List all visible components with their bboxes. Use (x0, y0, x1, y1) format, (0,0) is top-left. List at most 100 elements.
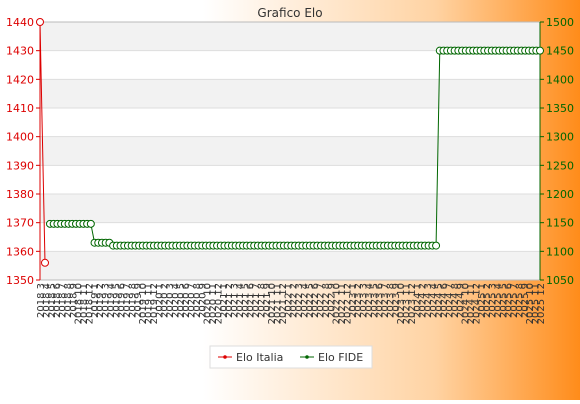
left-axis-tick-label: 1420 (6, 73, 34, 86)
x-axis-tick-label: 2018 9 (68, 283, 79, 318)
x-axis-tick-label: 2024 7 (445, 283, 456, 318)
x-axis-tick-label: 2023 11 (402, 283, 413, 324)
x-axis-tick-label: 2025 7 (509, 283, 520, 318)
series-point (536, 46, 544, 55)
chart-legend: Elo Italia Elo FIDE (209, 345, 373, 369)
x-axis-tick-label: 2020 4 (170, 283, 181, 318)
x-axis-tick-label: 2018 6 (52, 283, 63, 318)
x-axis-tick-label: 2019 12 (149, 283, 160, 324)
series-point (41, 258, 49, 267)
x-axis-tick-label: 2025 12 (536, 283, 547, 324)
x-axis-tick-label: 2025 9 (520, 283, 531, 318)
right-axis-tick-label: 1300 (546, 131, 574, 144)
x-axis-tick-label: 2024 12 (471, 283, 482, 324)
x-axis-tick-label: 2019 11 (144, 283, 155, 324)
right-axis-tick-label: 1250 (546, 159, 574, 172)
x-axis-tick-label: 2019 4 (106, 283, 117, 318)
x-axis-tick-label: 2022 4 (299, 283, 310, 318)
x-axis-tick-label: 2021 12 (278, 283, 289, 324)
x-axis-tick-label: 2019 7 (122, 283, 133, 318)
grid-band (40, 194, 540, 223)
left-axis-tick-label: 1440 (6, 16, 34, 29)
left-axis-tick-label: 1430 (6, 45, 34, 58)
x-axis-tick-label: 2023 1 (348, 283, 359, 318)
x-axis-tick-label: 2021 6 (246, 283, 257, 318)
x-axis-tick-label: 2024 10 (461, 283, 472, 324)
right-axis-tick-label: 1400 (546, 73, 574, 86)
x-axis-tick-label: 2024 1 (412, 283, 423, 318)
left-axis-tick-label: 1350 (6, 274, 34, 287)
x-axis-tick-label: 2018 10 (74, 283, 85, 324)
x-axis-tick-label: 2020 10 (203, 283, 214, 324)
x-axis-tick-label: 2022 3 (294, 283, 305, 318)
x-axis-tick-label: 2023 6 (375, 283, 386, 318)
x-axis-tick-label: 2020 7 (187, 283, 198, 318)
x-axis-tick-label: 2022 2 (289, 283, 300, 318)
x-axis-tick-label: 2022 8 (321, 283, 332, 318)
x-axis-tick-label: 2020 8 (192, 283, 203, 318)
legend-marker (223, 355, 227, 359)
x-axis-tick-label: 2018 3 (36, 283, 47, 318)
x-axis-tick-label: 2020 11 (208, 283, 219, 324)
x-axis-tick-label: 2020 12 (213, 283, 224, 324)
x-axis-tick-label: 2021 5 (240, 283, 251, 318)
left-axis-tick-label: 1400 (6, 131, 34, 144)
x-axis-tick-label: 2023 2 (353, 283, 364, 318)
x-axis-tick-label: 2019 8 (127, 283, 138, 318)
x-axis-tick-label: 2020 3 (165, 283, 176, 318)
x-axis-tick-label: 2018 12 (84, 283, 95, 324)
x-axis-tick-label: 2022 5 (305, 283, 316, 318)
x-axis-tick-label: 2018 5 (47, 283, 58, 318)
legend-entry: Elo Italia (236, 351, 283, 364)
right-axis-tick-label: 1500 (546, 16, 574, 29)
x-axis-tick-label: 2025 10 (525, 283, 536, 324)
x-axis-tick-label: 2021 8 (256, 283, 267, 318)
x-axis-tick-label: 2020 6 (181, 283, 192, 318)
x-axis-tick-label: 2019 10 (138, 283, 149, 324)
x-axis-tick-label: 2021 4 (235, 283, 246, 318)
right-axis-tick-label: 1150 (546, 217, 574, 230)
x-axis-tick-label: 2022 11 (337, 283, 348, 324)
x-axis-tick-label: 2024 3 (423, 283, 434, 318)
grid-band (40, 136, 540, 166)
x-axis-tick-label: 2024 5 (434, 283, 445, 318)
left-axis-tick-label: 1390 (6, 159, 34, 172)
series-line (39, 21, 46, 263)
right-axis-tick-label: 1100 (546, 245, 574, 258)
x-axis-tick-label: 2023 10 (396, 283, 407, 324)
left-axis-tick-label: 1380 (6, 188, 34, 201)
x-axis-tick-label: 2019 9 (133, 283, 144, 318)
grid-band (40, 79, 540, 108)
series-point (432, 241, 441, 250)
x-axis-tick-label: 2018 7 (58, 283, 69, 318)
x-axis-tick-label: 2023 7 (380, 283, 391, 318)
x-axis-tick-label: 2024 9 (455, 283, 466, 318)
x-axis-tick-label: 2018 11 (79, 283, 90, 324)
x-axis-tick-label: 2025 5 (498, 283, 509, 318)
x-axis-tick-label: 2021 9 (262, 283, 273, 318)
x-axis-tick-label: 2024 2 (418, 283, 429, 318)
x-axis-tick-label: 2018 8 (63, 283, 74, 318)
x-axis-tick-label: 2021 1 (219, 283, 230, 318)
x-axis-tick-label: 2019 6 (117, 283, 128, 318)
x-axis-tick-label: 2022 9 (326, 283, 337, 318)
x-axis-tick-label: 2025 6 (504, 283, 515, 318)
legend-marker (305, 355, 309, 359)
left-axis-tick-label: 1360 (6, 245, 34, 258)
legend-box (209, 345, 373, 369)
x-axis-tick-label: 2020 5 (176, 283, 187, 318)
grid-band (40, 22, 540, 51)
x-axis-tick-label: 2021 2 (224, 283, 235, 318)
x-axis-tick-label: 2023 8 (385, 283, 396, 318)
x-axis-tick-label: 2021 3 (230, 283, 241, 318)
grid-band (40, 251, 540, 280)
right-axis-tick-label: 1050 (546, 274, 574, 287)
right-axis-tick-label: 1350 (546, 102, 574, 115)
x-axis-tick-label: 2019 5 (111, 283, 122, 318)
x-axis-tick-label: 2025 3 (488, 283, 499, 318)
x-axis-tick-label: 2025 11 (531, 283, 542, 324)
x-axis-tick-label: 2024 8 (450, 283, 461, 318)
x-axis-tick-label: 2020 9 (197, 283, 208, 318)
x-axis-tick-label: 2023 5 (369, 283, 380, 318)
